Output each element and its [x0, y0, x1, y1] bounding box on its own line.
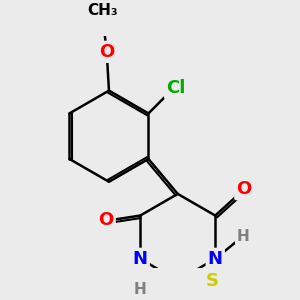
Text: H: H	[236, 229, 249, 244]
Text: O: O	[99, 43, 114, 61]
Text: Cl: Cl	[166, 79, 185, 97]
Text: O: O	[98, 211, 114, 229]
Text: H: H	[134, 282, 147, 297]
Text: CH₃: CH₃	[88, 3, 118, 18]
Text: N: N	[208, 250, 223, 268]
Text: N: N	[133, 250, 148, 268]
Text: O: O	[236, 180, 252, 198]
Text: S: S	[206, 272, 218, 290]
